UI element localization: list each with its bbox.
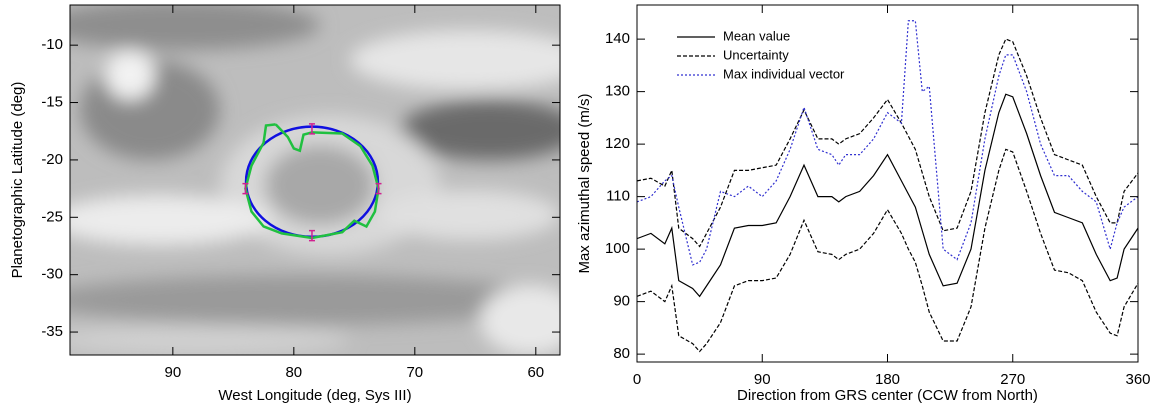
x-tick-label: 90 [754, 371, 771, 388]
y-tick-label: -20 [41, 151, 63, 168]
legend-label: Mean value [723, 28, 790, 43]
x-tick-label: 360 [1125, 371, 1150, 388]
series-line [636, 38, 1139, 248]
x-tick-label: 0 [633, 371, 641, 388]
y-tick-label: -10 [41, 36, 63, 53]
x-axis-title: Direction from GRS center (CCW from Nort… [737, 387, 1038, 404]
plot-frame [636, 4, 1139, 363]
y-tick-label: -30 [41, 266, 63, 283]
series-line [636, 148, 1139, 353]
y-axis-title: Planetographic Latitude (deg) [9, 82, 26, 279]
legend-label: Uncertainty [723, 47, 789, 62]
marker [308, 229, 315, 242]
plot-frame [69, 4, 561, 356]
contour [244, 123, 380, 240]
x-tick-label: 180 [875, 371, 900, 388]
planet-image [70, 5, 560, 355]
x-tick-label: 80 [285, 364, 302, 381]
y-tick-label: 110 [606, 188, 630, 205]
x-tick-label: 60 [527, 364, 544, 381]
y-tick-label: -25 [41, 208, 63, 225]
x-tick-label: 90 [164, 364, 181, 381]
y-tick-label: 140 [605, 30, 630, 47]
y-tick-label: 80 [613, 345, 630, 362]
marker [308, 123, 315, 135]
marker [375, 182, 382, 195]
y-axis-title: Max azimuthal speed (m/s) [576, 93, 593, 273]
y-tick-label: 120 [605, 135, 630, 152]
marker [242, 182, 249, 195]
y-tick-label: -35 [41, 323, 63, 340]
series-line [636, 20, 1139, 266]
series-line [636, 93, 1139, 298]
y-tick-label: 90 [613, 293, 630, 310]
x-tick-label: 270 [1000, 371, 1025, 388]
legend-label: Max individual vector [723, 66, 845, 81]
y-tick-label: 130 [605, 83, 630, 100]
x-axis-title: West Longitude (deg, Sys III) [218, 387, 411, 404]
x-tick-label: 70 [406, 364, 423, 381]
y-tick-label: -15 [41, 94, 63, 111]
y-tick-label: 100 [605, 240, 630, 257]
